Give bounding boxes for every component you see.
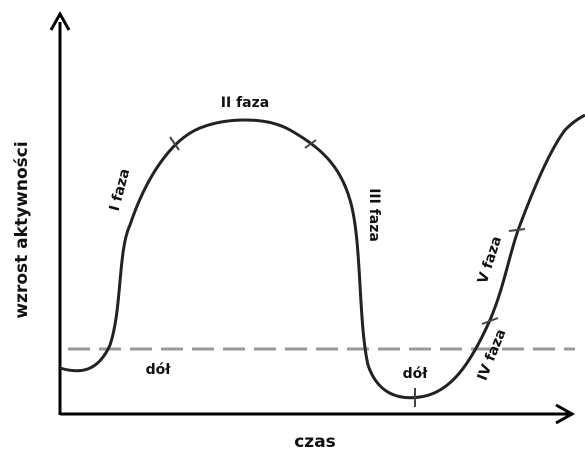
phase-label: V faza bbox=[475, 234, 505, 285]
phase-ticks bbox=[169, 136, 526, 407]
y-axis-label: wzrost aktywności bbox=[12, 141, 32, 318]
x-axis-label: czas bbox=[294, 432, 336, 452]
trough-label: dół bbox=[146, 362, 172, 378]
phase-label: III faza bbox=[366, 188, 382, 242]
phase-label: I faza bbox=[107, 167, 134, 213]
x-arrow bbox=[555, 403, 576, 425]
trough-label: dół bbox=[403, 366, 429, 382]
activity-curve bbox=[59, 113, 585, 400]
phase-label: II faza bbox=[221, 95, 269, 111]
y-arrow bbox=[49, 10, 71, 31]
phase-label: IV faza bbox=[474, 327, 509, 383]
